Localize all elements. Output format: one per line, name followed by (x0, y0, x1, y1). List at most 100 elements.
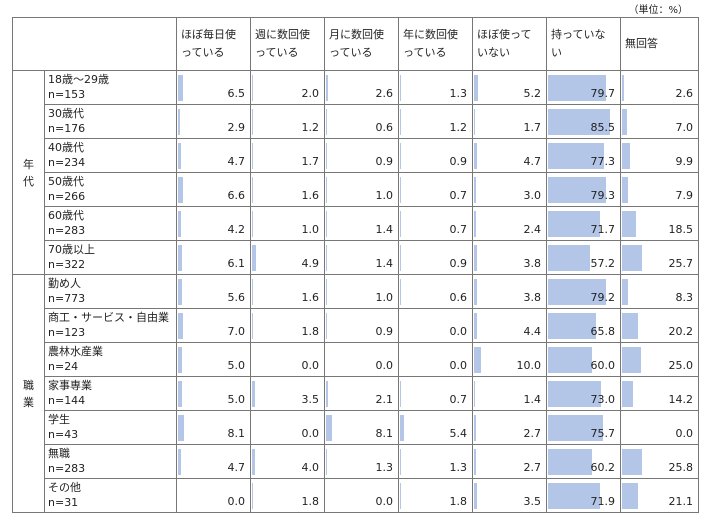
value-cell: 1.4 (324, 206, 399, 241)
value-bar (252, 142, 254, 169)
value-label: 0.0 (375, 358, 394, 372)
value-label: 85.5 (590, 120, 616, 134)
value-cell: 2.9 (176, 104, 251, 139)
value-label: 0.6 (375, 120, 394, 134)
table-row: 70歳以上 n=322 6.1 4.9 1.4 0.9 3.8 57.2 25.7 (13, 240, 699, 275)
unit-label: （単位：%） (628, 5, 688, 16)
value-label: 0.0 (301, 426, 320, 440)
value-cell: 20.2 (620, 308, 699, 343)
row-label: 30歳代 n=176 (44, 104, 177, 139)
value-cell: 0.7 (398, 376, 473, 411)
value-cell: 1.6 (250, 172, 325, 207)
value-cell: 3.5 (472, 478, 547, 513)
value-label: 1.8 (449, 494, 468, 508)
column-header: ほぼ使っていない (472, 17, 547, 71)
value-cell: 2.1 (324, 376, 399, 411)
value-bar (400, 380, 401, 407)
value-bar (622, 278, 629, 305)
value-label: 6.6 (227, 188, 246, 202)
value-label: 60.0 (590, 358, 616, 372)
value-label: 8.1 (375, 426, 394, 440)
value-cell: 73.0 (546, 376, 621, 411)
value-label: 5.6 (227, 290, 246, 304)
value-label: 0.7 (449, 188, 468, 202)
value-cell: 1.3 (398, 444, 473, 479)
column-header: 月に数回使っている (324, 17, 399, 71)
value-cell: 79.3 (546, 172, 621, 207)
row-sample-size: n=43 (48, 428, 79, 441)
value-bar (548, 346, 592, 373)
column-header: 年に数回使っている (398, 17, 473, 71)
value-cell: 1.2 (398, 104, 473, 139)
row-label: 農林水産業 n=24 (44, 342, 177, 377)
value-label: 0.0 (375, 494, 394, 508)
value-bar (548, 108, 611, 135)
value-cell: 7.9 (620, 172, 699, 207)
value-bar (548, 312, 597, 339)
value-cell: 0.0 (398, 308, 473, 343)
value-cell: 60.2 (546, 444, 621, 479)
value-label: 3.8 (523, 256, 542, 270)
value-bar (548, 380, 602, 407)
row-category: 家事専業 (48, 379, 92, 392)
value-label: 0.0 (449, 324, 468, 338)
value-label: 5.0 (227, 392, 246, 406)
value-label: 0.0 (227, 494, 246, 508)
value-cell: 85.5 (546, 104, 621, 139)
value-label: 21.1 (668, 494, 694, 508)
value-bar (178, 346, 182, 373)
row-sample-size: n=283 (48, 224, 86, 237)
row-category: 50歳代 (48, 175, 84, 188)
value-cell: 5.2 (472, 70, 547, 105)
value-cell: 0.0 (176, 478, 251, 513)
value-bar (178, 278, 183, 305)
value-cell: 4.2 (176, 206, 251, 241)
value-bar (326, 414, 332, 441)
value-label: 1.8 (301, 494, 320, 508)
value-label: 1.7 (523, 120, 542, 134)
row-label: 勤め人 n=773 (44, 274, 177, 309)
value-cell: 3.8 (472, 240, 547, 275)
value-label: 1.4 (375, 222, 394, 236)
value-cell: 1.8 (250, 478, 325, 513)
value-bar (474, 414, 476, 441)
value-cell: 8.3 (620, 274, 699, 309)
value-label: 25.0 (668, 358, 694, 372)
row-label: 60歳代 n=283 (44, 206, 177, 241)
value-bar (548, 482, 601, 509)
value-bar (548, 142, 605, 169)
value-bar (178, 108, 181, 135)
value-bar (474, 244, 477, 271)
value-bar (622, 380, 633, 407)
value-label: 2.7 (523, 426, 542, 440)
value-bar (252, 74, 254, 101)
table-row: 商工・サービス・自由業 n=123 7.0 1.8 0.9 0.0 4.4 65.8 20.2 (13, 308, 699, 343)
value-cell: 0.6 (398, 274, 473, 309)
value-label: 5.0 (227, 358, 246, 372)
table-row: その他 n=31 0.0 1.8 0.0 1.8 3.5 71.9 21.1 (13, 478, 699, 513)
value-label: 2.6 (375, 86, 394, 100)
value-label: 3.5 (523, 494, 542, 508)
row-sample-size: n=234 (48, 156, 86, 169)
value-label: 0.6 (449, 290, 468, 304)
value-cell: 77.3 (546, 138, 621, 173)
value-cell: 0.0 (620, 410, 699, 445)
value-label: 2.4 (523, 222, 542, 236)
row-sample-size: n=266 (48, 190, 86, 203)
row-sample-size: n=31 (48, 496, 79, 509)
value-label: 0.0 (675, 426, 694, 440)
table-row: 30歳代 n=176 2.9 1.2 0.6 1.2 1.7 85.5 7.0 (13, 104, 699, 139)
value-cell: 0.0 (250, 410, 325, 445)
value-bar (326, 312, 327, 339)
row-category: 勤め人 (48, 277, 81, 290)
value-bar (622, 312, 638, 339)
value-cell: 5.0 (176, 342, 251, 377)
value-label: 2.7 (523, 460, 542, 474)
header-corner (12, 17, 177, 71)
value-bar (326, 448, 327, 475)
value-label: 65.8 (590, 324, 616, 338)
value-cell: 1.7 (250, 138, 325, 173)
value-label: 1.3 (375, 460, 394, 474)
value-label: 0.9 (449, 154, 468, 168)
table-row: 職業 勤め人 n=773 5.6 1.6 1.0 0.6 3.8 79.2 8.3 (12, 274, 699, 513)
